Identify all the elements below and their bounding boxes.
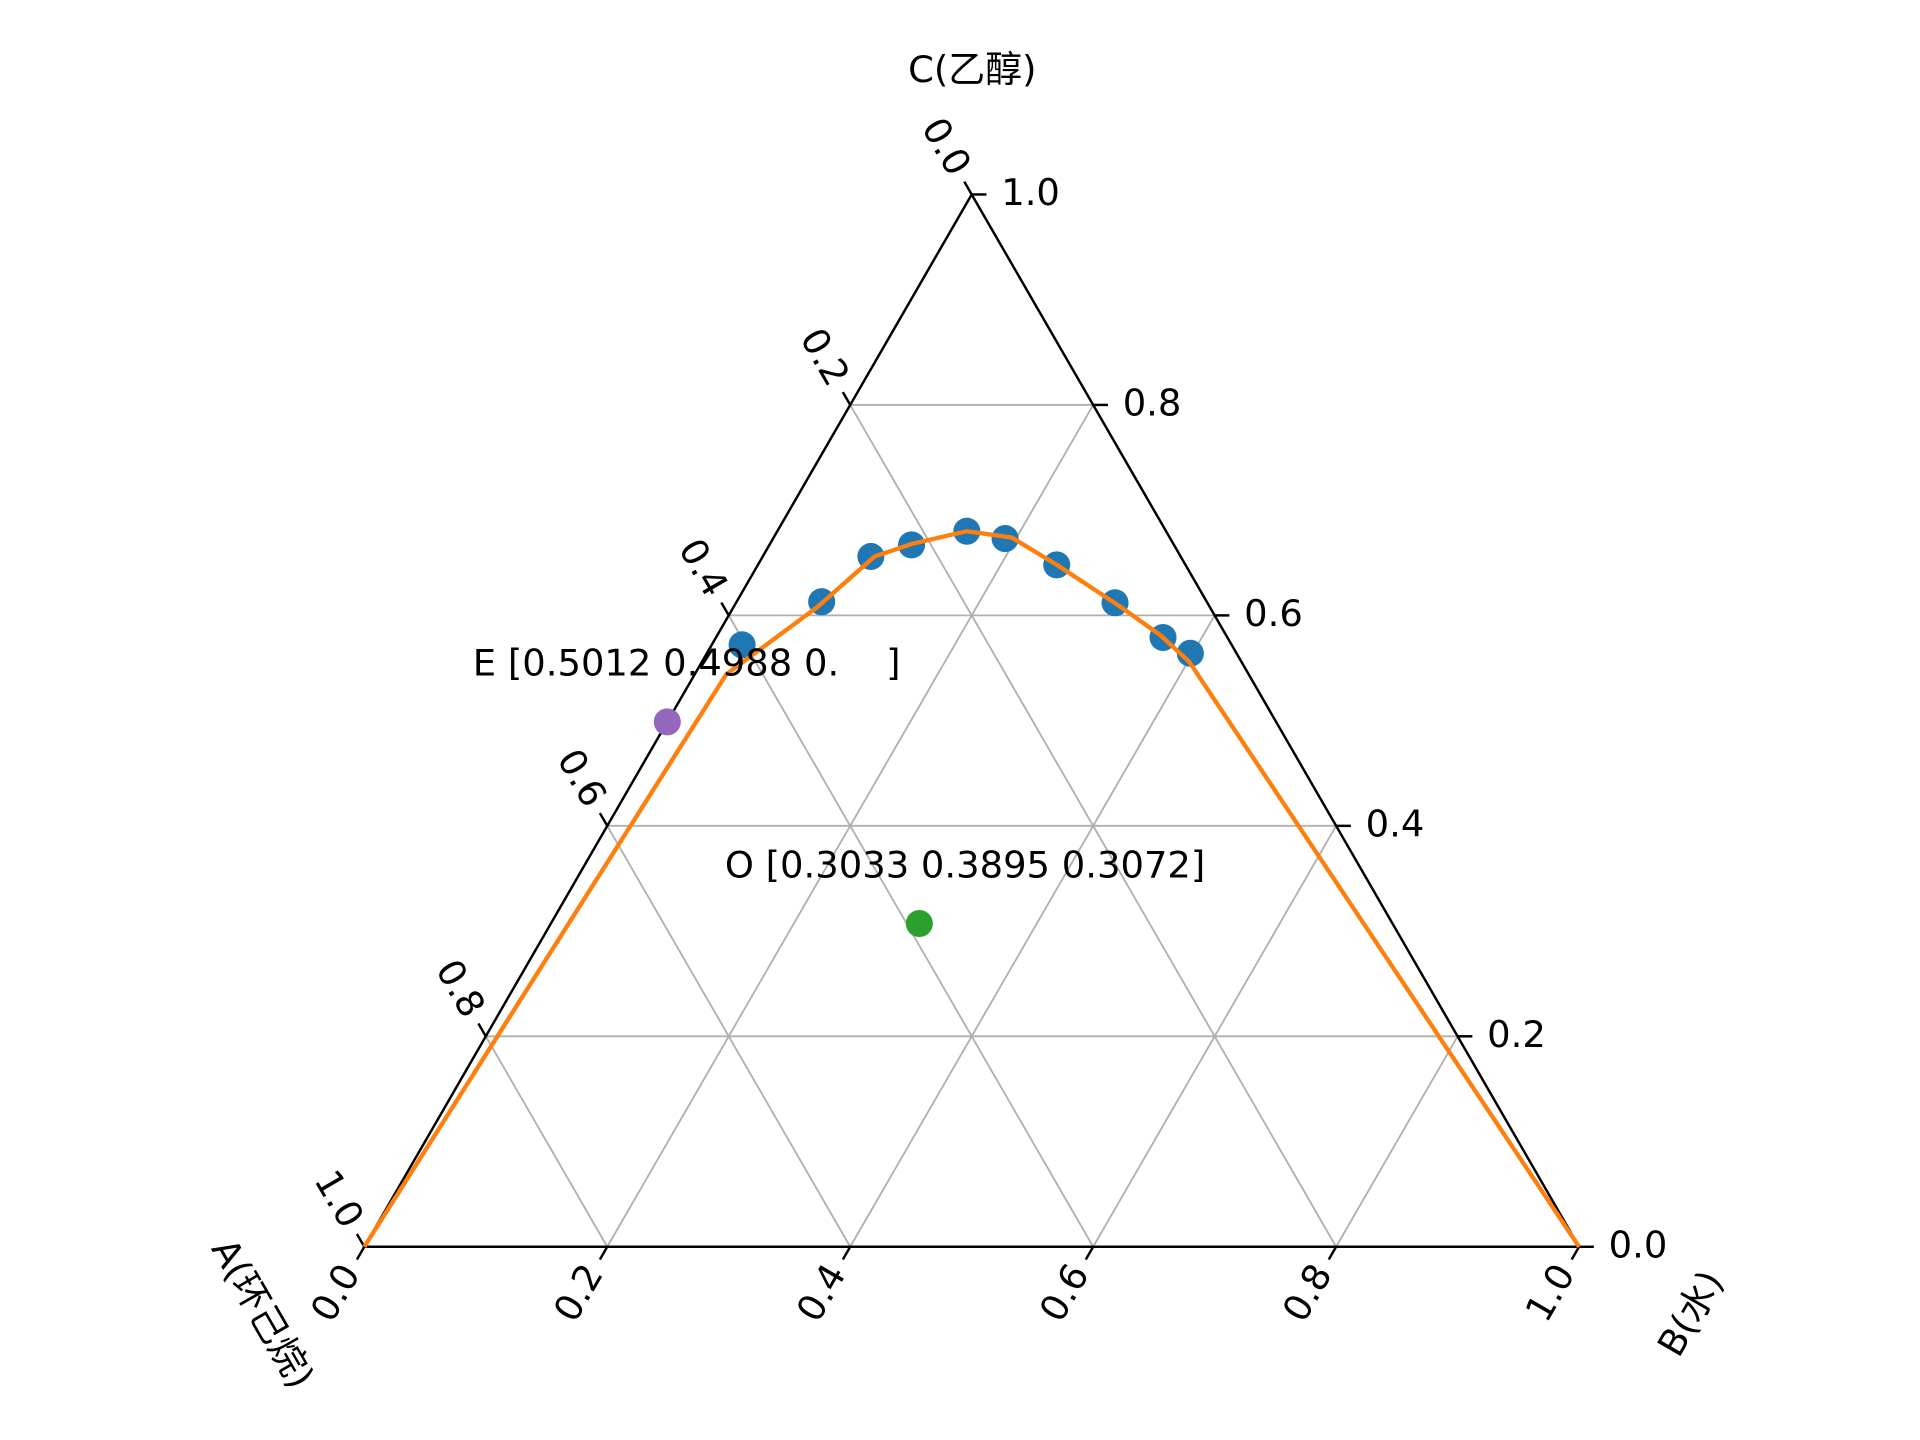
a-tick (963, 181, 973, 196)
a-tick-label: 0.2 (792, 321, 859, 393)
a-tick-label: 0.6 (549, 742, 616, 814)
c-tick-label: 0.0 (1609, 1223, 1668, 1266)
grid-line (849, 404, 1337, 1248)
grid-line (849, 614, 1216, 1248)
b-tick-label: 0.4 (788, 1256, 855, 1328)
a-tick-label: 0.8 (427, 952, 494, 1024)
b-tick (1570, 1246, 1581, 1261)
b-tick (1327, 1246, 1338, 1261)
a-tick (841, 391, 852, 406)
grid-line (484, 1035, 609, 1248)
a-tick-label: 0.0 (913, 110, 980, 182)
c-tick-label: 0.4 (1366, 802, 1425, 845)
data-point (1176, 639, 1204, 667)
b-tick-label: 0.8 (1274, 1256, 1341, 1328)
grid-line (606, 825, 852, 1248)
c-tick-label: 0.8 (1123, 381, 1182, 424)
b-tick (1084, 1246, 1095, 1261)
b-axis-title: B(水) (1649, 1263, 1732, 1363)
annotation-point (653, 708, 681, 736)
a-tick (477, 1022, 487, 1037)
data-point (728, 631, 756, 659)
c-tick-label: 1.0 (1001, 171, 1060, 214)
a-tick (598, 812, 609, 827)
annotation-point (905, 909, 933, 938)
c-axis-title: C(乙醇) (908, 48, 1036, 91)
b-tick-label: 1.0 (1517, 1256, 1584, 1328)
a-tick (355, 1233, 366, 1248)
fit-line (362, 529, 1581, 1248)
annotation-label: E [0.5012 0.4988 0. ] (473, 642, 901, 685)
b-tick (598, 1246, 609, 1261)
c-tick-label: 0.2 (1487, 1013, 1546, 1056)
grid-line (1335, 1035, 1459, 1248)
a-tick-label: 1.0 (306, 1163, 373, 1235)
a-tick (720, 601, 730, 617)
b-tick-label: 0.2 (545, 1256, 612, 1328)
a-axis-title: A(环己烷) (203, 1231, 323, 1395)
a-tick-label: 0.4 (670, 531, 737, 603)
b-tick-label: 0.0 (302, 1256, 369, 1328)
c-tick-label: 0.6 (1244, 592, 1303, 635)
b-tick (355, 1246, 366, 1261)
b-tick-label: 0.6 (1031, 1256, 1098, 1328)
annotation-label: O [0.3033 0.3895 0.3072] (725, 843, 1205, 886)
b-tick (841, 1246, 852, 1261)
triangle-frame (362, 191, 1582, 1248)
